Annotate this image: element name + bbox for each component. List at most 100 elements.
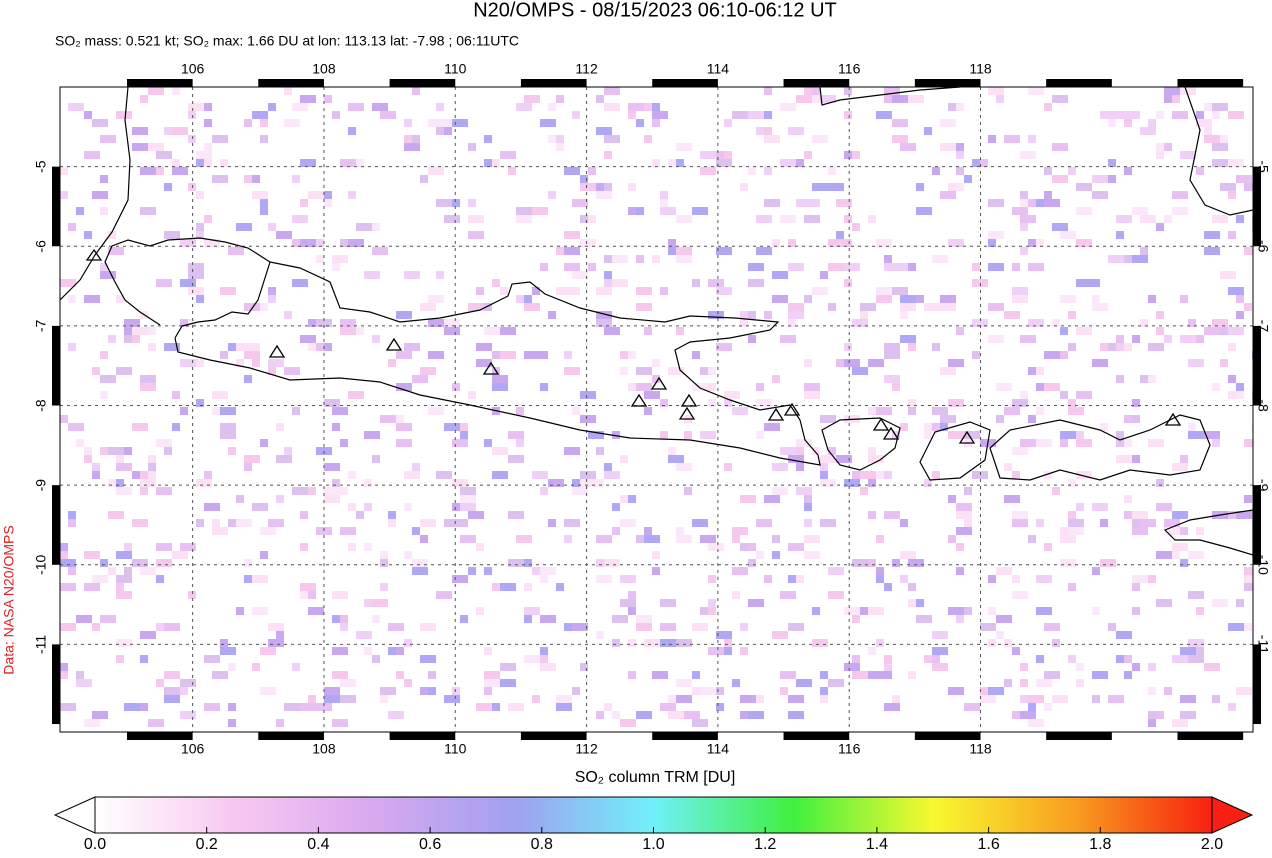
pixel [716, 343, 732, 351]
pixel [1124, 343, 1132, 351]
pixel [988, 87, 1004, 95]
pixel [716, 687, 724, 695]
pixel [252, 503, 268, 511]
y-tick-label: -10 [1255, 555, 1271, 575]
pixel [700, 431, 716, 439]
pixel [868, 455, 884, 463]
pixel [212, 527, 228, 535]
pixel [1060, 391, 1068, 399]
colorbar-tick-label: 0.2 [196, 836, 218, 853]
pixel [1020, 223, 1028, 231]
pixel [84, 151, 100, 159]
pixel [380, 559, 388, 567]
pixel [196, 295, 204, 303]
pixel [916, 183, 924, 191]
pixel [884, 703, 900, 711]
pixel [1148, 343, 1164, 351]
pixel [652, 359, 660, 367]
pixel [908, 95, 924, 103]
pixel [972, 279, 988, 287]
pixel [1092, 567, 1100, 575]
pixel [940, 303, 956, 311]
pixel [732, 407, 748, 415]
x-tick-label: 116 [838, 741, 861, 757]
pixel [1036, 407, 1044, 415]
pixel [804, 519, 812, 527]
y-tick-label: -5 [33, 160, 49, 173]
pixel [60, 191, 68, 199]
pixel [612, 711, 620, 719]
pixel [852, 655, 860, 663]
pixel [1044, 703, 1052, 711]
pixel [1188, 591, 1204, 599]
pixel [620, 519, 636, 527]
pixel [132, 143, 148, 151]
pixel [508, 703, 524, 711]
pixel [1124, 655, 1132, 663]
pixel [980, 623, 996, 631]
pixel [804, 383, 820, 391]
x-tick-label: 110 [444, 741, 467, 757]
pixel [596, 535, 612, 543]
pixel [108, 247, 124, 255]
pixel [372, 335, 380, 343]
frame-stripe [389, 79, 456, 87]
pixel [140, 167, 156, 175]
pixel [668, 455, 684, 463]
pixel [436, 103, 444, 111]
pixel [644, 535, 660, 543]
pixel [604, 135, 620, 143]
pixel [956, 167, 964, 175]
pixel [172, 391, 180, 399]
pixel [820, 471, 828, 479]
pixel [1012, 207, 1028, 215]
pixel [1036, 655, 1044, 663]
pixel [596, 631, 604, 639]
pixel [660, 191, 668, 199]
pixel [252, 607, 268, 615]
pixel [1164, 687, 1172, 695]
pixel [580, 183, 596, 191]
pixel [964, 703, 980, 711]
pixel [1236, 599, 1244, 607]
pixel [948, 239, 964, 247]
pixel [1148, 719, 1156, 727]
pixel [956, 543, 964, 551]
pixel [892, 383, 900, 391]
pixel [588, 263, 596, 271]
pixel [740, 311, 748, 319]
pixel [804, 495, 812, 503]
pixel [364, 431, 380, 439]
pixel [420, 367, 436, 375]
pixel [92, 575, 108, 583]
pixel [684, 431, 692, 439]
pixel [1212, 143, 1228, 151]
pixel [1148, 663, 1156, 671]
pixel [1164, 87, 1180, 95]
pixel [1164, 95, 1172, 103]
pixel [212, 135, 228, 143]
pixel [116, 575, 132, 583]
pixel [884, 471, 892, 479]
pixel [108, 479, 116, 487]
pixel [204, 215, 212, 223]
pixel [604, 471, 620, 479]
pixel [1012, 263, 1020, 271]
pixel [812, 183, 828, 191]
pixel [1196, 527, 1204, 535]
pixel [268, 623, 284, 631]
pixel [836, 199, 852, 207]
pixel [476, 343, 492, 351]
pixel [252, 663, 260, 671]
pixel [692, 519, 708, 527]
pixel [748, 335, 756, 343]
pixel [644, 407, 652, 415]
pixel [908, 399, 916, 407]
pixel [644, 391, 660, 399]
pixel [828, 303, 836, 311]
pixel [964, 519, 972, 527]
pixel [348, 471, 356, 479]
pixel [1108, 255, 1124, 263]
pixel [1108, 175, 1116, 183]
pixel [348, 391, 364, 399]
